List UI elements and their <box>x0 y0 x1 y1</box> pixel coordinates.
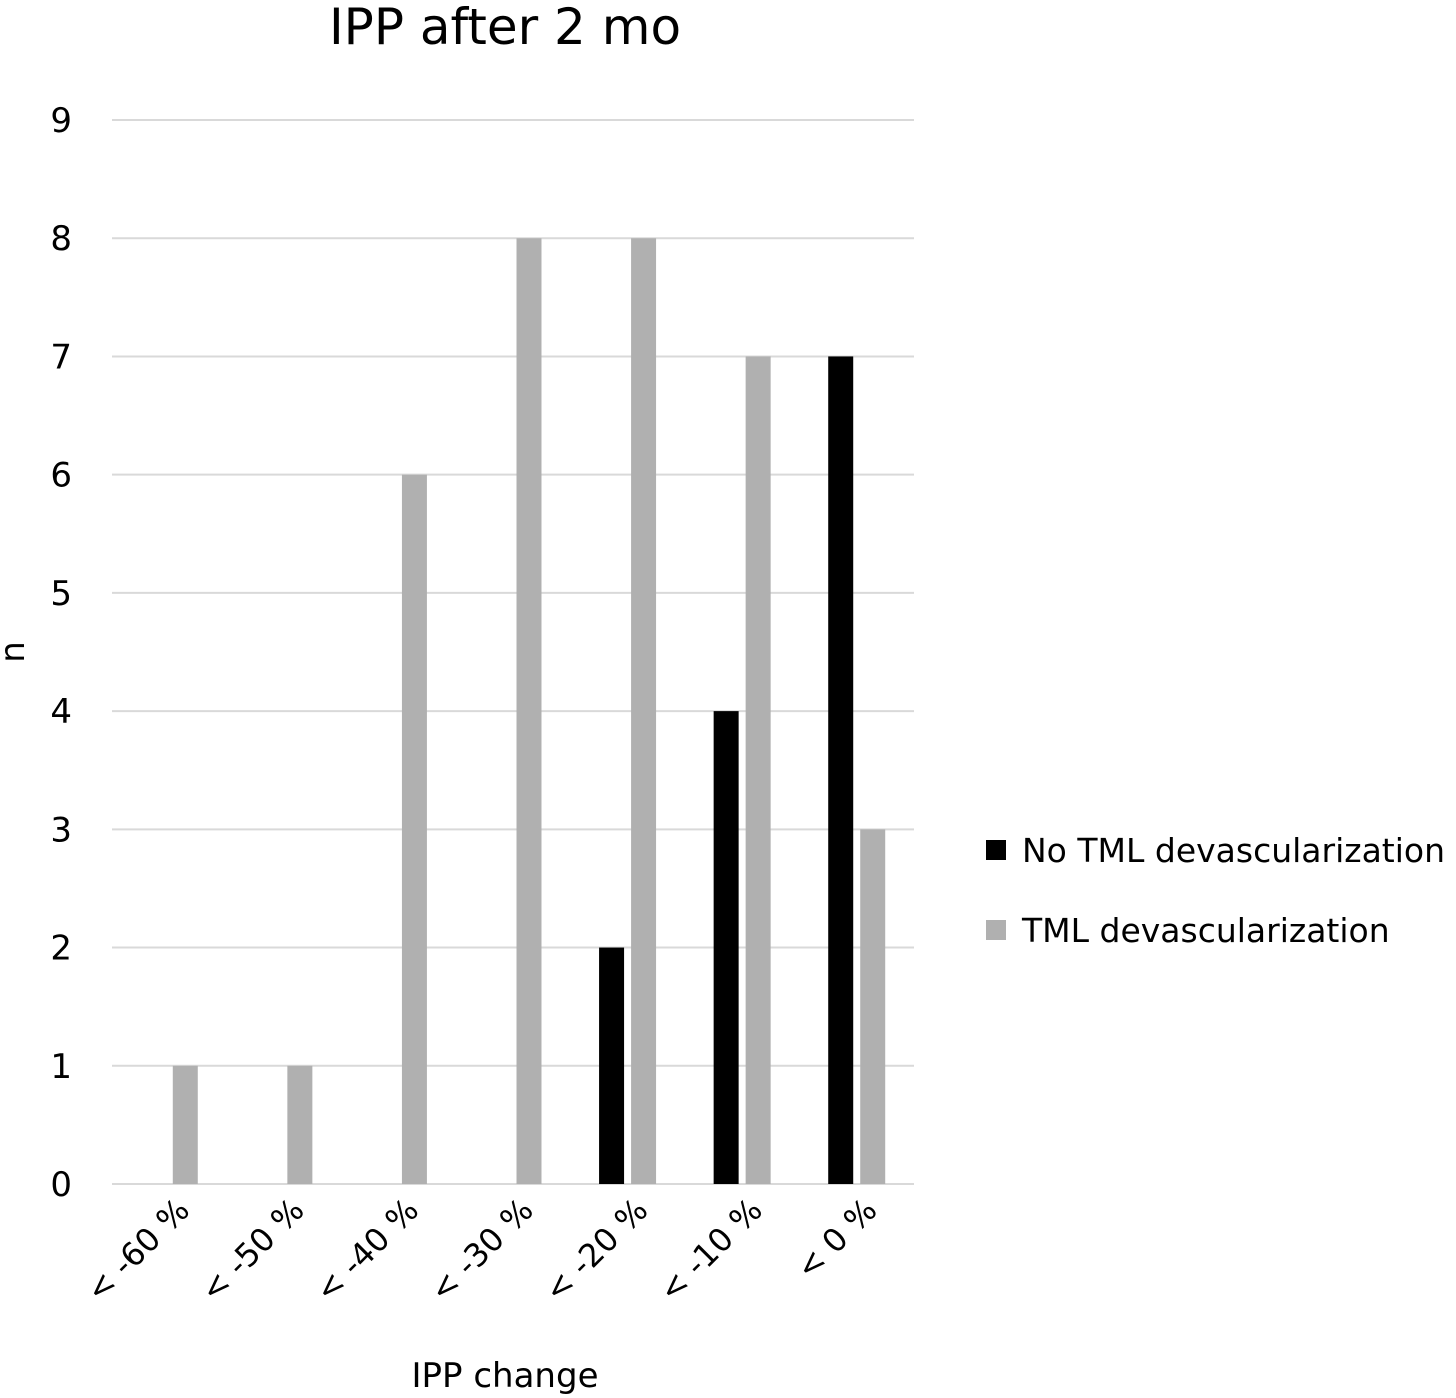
bars <box>172 238 886 1185</box>
gridlines <box>112 119 914 1185</box>
y-tick-labels: 0 1 2 3 4 5 6 7 8 9 <box>50 101 72 1205</box>
x-tick-label: < 0 % <box>788 1191 884 1287</box>
y-axis-label: n <box>0 641 33 663</box>
bar-no-tml-6 <box>828 356 854 1184</box>
y-tick-label: 7 <box>50 337 72 377</box>
y-tick-label: 0 <box>50 1165 72 1205</box>
x-tick-label: < -60 % <box>78 1191 197 1310</box>
bar-no-tml-5 <box>713 711 739 1184</box>
y-tick-label: 5 <box>50 574 72 614</box>
bar-tml-4 <box>631 238 657 1184</box>
y-tick-label: 6 <box>50 456 72 496</box>
bar-tml-3 <box>516 238 542 1184</box>
y-tick-label: 2 <box>50 929 72 969</box>
legend-swatch <box>986 920 1006 940</box>
x-tick-label: < -20 % <box>537 1191 656 1310</box>
bar-tml-2 <box>401 474 427 1185</box>
legend-label: No TML devascularization <box>1022 831 1445 870</box>
x-tick-label: < -40 % <box>307 1191 426 1310</box>
legend-swatch <box>986 840 1006 860</box>
bar-tml-5 <box>745 356 771 1184</box>
y-tick-label: 4 <box>50 692 72 732</box>
legend: No TML devascularization TML devasculariz… <box>986 831 1445 950</box>
legend-label: TML devascularization <box>1021 911 1390 950</box>
bar-no-tml-4 <box>599 947 625 1184</box>
x-axis-label: IPP change <box>412 1356 599 1396</box>
chart-title: IPP after 2 mo <box>329 0 681 56</box>
y-tick-label: 9 <box>50 101 72 141</box>
x-tick-label: < -50 % <box>193 1191 312 1310</box>
y-tick-label: 1 <box>50 1047 72 1087</box>
bar-tml-1 <box>287 1065 313 1184</box>
bar-tml-6 <box>860 829 886 1184</box>
x-tick-label: < -10 % <box>651 1191 770 1310</box>
x-tick-label: < -30 % <box>422 1191 541 1310</box>
bar-tml-0 <box>172 1065 198 1184</box>
x-tick-labels: < -60 %< -50 %< -40 %< -30 %< -20 %< -10… <box>78 1191 884 1310</box>
y-tick-label: 3 <box>50 810 72 850</box>
y-tick-label: 8 <box>50 219 72 259</box>
